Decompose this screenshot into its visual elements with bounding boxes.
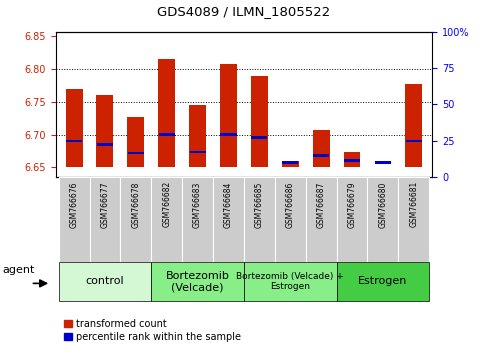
FancyBboxPatch shape — [89, 177, 120, 262]
Bar — [97, 143, 113, 145]
Bar — [374, 166, 391, 167]
Text: control: control — [85, 276, 124, 286]
Bar — [375, 161, 391, 164]
FancyBboxPatch shape — [120, 177, 151, 262]
FancyBboxPatch shape — [213, 177, 244, 262]
FancyBboxPatch shape — [398, 177, 429, 262]
Bar — [158, 133, 175, 136]
FancyBboxPatch shape — [58, 262, 151, 301]
Text: GSM766682: GSM766682 — [162, 181, 171, 228]
FancyBboxPatch shape — [244, 177, 275, 262]
Bar — [66, 140, 82, 142]
Text: GSM766678: GSM766678 — [131, 181, 141, 228]
Bar — [313, 154, 329, 157]
Bar — [128, 117, 144, 167]
FancyBboxPatch shape — [182, 177, 213, 262]
Text: Estrogen: Estrogen — [358, 276, 408, 286]
Text: GSM766685: GSM766685 — [255, 181, 264, 228]
FancyBboxPatch shape — [368, 177, 398, 262]
Text: GSM766687: GSM766687 — [317, 181, 326, 228]
Bar — [220, 64, 237, 167]
Text: GSM766680: GSM766680 — [378, 181, 387, 228]
Text: GSM766676: GSM766676 — [70, 181, 79, 228]
FancyBboxPatch shape — [306, 177, 337, 262]
Bar — [189, 151, 206, 154]
Text: GDS4089 / ILMN_1805522: GDS4089 / ILMN_1805522 — [157, 5, 330, 18]
FancyBboxPatch shape — [151, 262, 244, 301]
Bar — [128, 152, 144, 154]
Bar — [97, 95, 114, 167]
Bar — [66, 89, 83, 167]
Text: agent: agent — [3, 265, 35, 275]
Text: GSM766686: GSM766686 — [286, 181, 295, 228]
Text: GSM766677: GSM766677 — [100, 181, 110, 228]
Bar — [282, 161, 298, 167]
Bar — [406, 140, 422, 142]
Bar — [251, 136, 268, 139]
Bar — [189, 105, 206, 167]
Bar — [251, 76, 268, 167]
FancyBboxPatch shape — [244, 262, 337, 301]
FancyBboxPatch shape — [337, 177, 368, 262]
FancyBboxPatch shape — [275, 177, 306, 262]
Text: GSM766679: GSM766679 — [347, 181, 356, 228]
FancyBboxPatch shape — [151, 177, 182, 262]
Text: GSM766681: GSM766681 — [409, 181, 418, 228]
Text: Bortezomib
(Velcade): Bortezomib (Velcade) — [166, 270, 229, 292]
FancyBboxPatch shape — [58, 177, 89, 262]
FancyBboxPatch shape — [337, 262, 429, 301]
Legend: transformed count, percentile rank within the sample: transformed count, percentile rank withi… — [60, 315, 245, 346]
Bar — [313, 130, 329, 167]
Bar — [344, 159, 360, 162]
Text: Bortezomib (Velcade) +
Estrogen: Bortezomib (Velcade) + Estrogen — [236, 272, 344, 291]
Text: GSM766684: GSM766684 — [224, 181, 233, 228]
Bar — [220, 133, 237, 136]
Bar — [405, 84, 422, 167]
Bar — [282, 161, 298, 164]
Text: GSM766683: GSM766683 — [193, 181, 202, 228]
Bar — [343, 152, 360, 167]
Bar — [158, 59, 175, 167]
